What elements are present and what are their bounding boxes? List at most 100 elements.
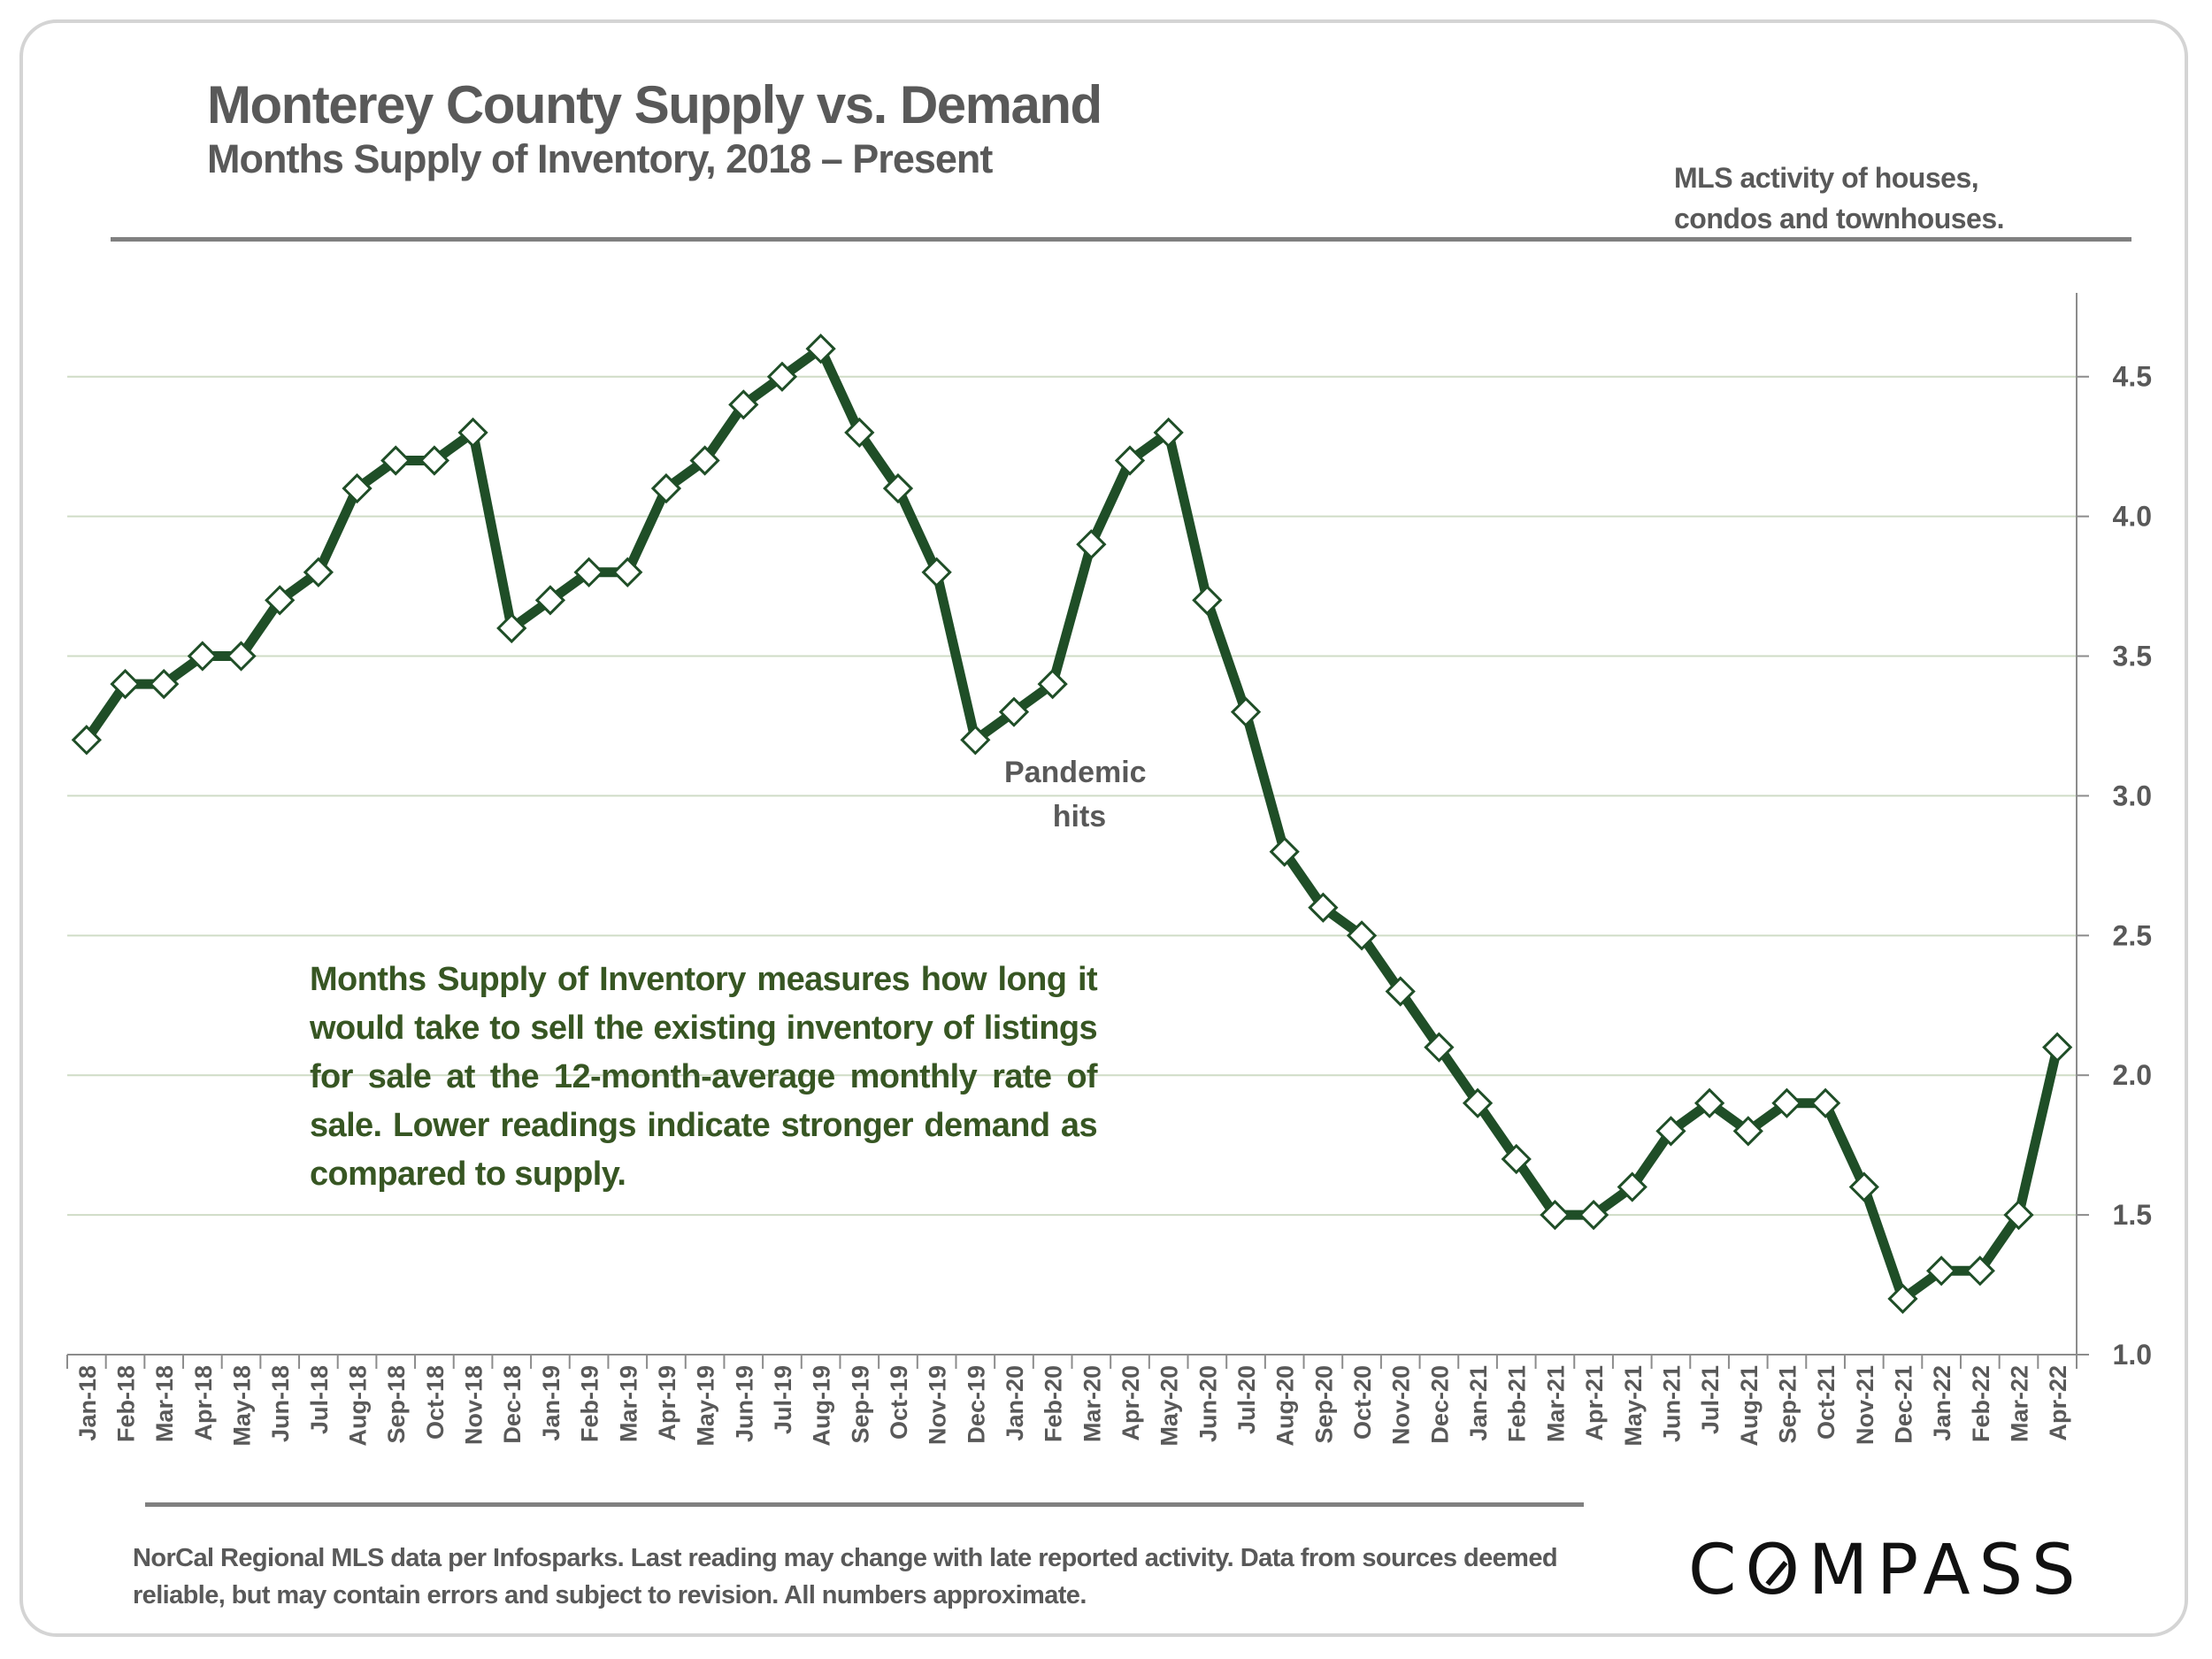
data-point-marker: [844, 417, 875, 449]
data-point-marker: [1694, 1087, 1725, 1118]
data-point-marker: [1655, 1116, 1686, 1147]
data-point-marker: [882, 472, 914, 504]
y-tick-label: 3.0: [2113, 780, 2152, 811]
pandemic-annotation: Pandemic hits: [1004, 756, 1155, 833]
chart-frame: [19, 19, 2188, 1637]
data-point-marker: [1230, 696, 1262, 727]
x-tick-label: Jul-18: [306, 1365, 333, 1434]
logo-letters-mpass: MPASS: [1808, 1531, 2085, 1610]
data-point-marker: [1810, 1087, 1841, 1118]
x-tick-label: Apr-22: [2045, 1365, 2071, 1441]
data-markers: [71, 334, 2073, 1314]
data-point-marker: [1424, 1032, 1455, 1063]
data-point-marker: [265, 585, 296, 616]
series-line: [82, 343, 2062, 1304]
y-tick-label: 4.5: [2113, 361, 2152, 393]
footer-divider: [145, 1502, 1584, 1507]
x-axis-tick-labels: Jan-18 Feb-18 Mar-18 Apr-18 May-18 Jun-18 Jul-…: [74, 1365, 2071, 1447]
x-tick-label: Mar-21: [1542, 1365, 1569, 1442]
data-point-marker: [1385, 976, 1416, 1007]
data-point-marker: [2003, 1199, 2034, 1231]
data-point-marker: [728, 389, 759, 420]
x-tick-label: Sep-18: [383, 1365, 410, 1444]
x-tick-label: Sep-21: [1774, 1365, 1801, 1444]
y-tick-label: 2.5: [2113, 919, 2152, 951]
data-point-marker: [1076, 529, 1107, 560]
data-point-marker: [71, 725, 102, 756]
x-tick-label: Dec-20: [1426, 1365, 1453, 1444]
x-tick-label: Dec-21: [1890, 1365, 1916, 1444]
data-point-marker: [1269, 836, 1300, 867]
x-tick-label: Jul-19: [770, 1365, 796, 1434]
compass-logo: COMPASS: [1688, 1531, 2085, 1610]
x-tick-label: Aug-20: [1272, 1365, 1299, 1447]
x-tick-label: Feb-21: [1504, 1365, 1531, 1442]
x-tick-label: Sep-20: [1310, 1365, 1337, 1444]
data-point-marker: [612, 557, 643, 588]
data-point-marker: [534, 585, 566, 616]
data-point-marker: [342, 472, 373, 504]
x-tick-label: Jun-19: [731, 1365, 757, 1442]
series-months-supply: [82, 343, 2062, 1304]
data-point-marker: [1887, 1283, 1918, 1314]
data-point-marker: [2042, 1032, 2073, 1063]
mls-note-line-2: condos and townhouses.: [1674, 203, 2005, 234]
data-point-marker: [1926, 1256, 1957, 1286]
x-tick-label: Feb-19: [577, 1365, 603, 1442]
x-tick-label: Jan-18: [74, 1365, 101, 1441]
source-footnote: NorCal Regional MLS data per Infosparks.…: [133, 1544, 1558, 1609]
data-point-marker: [149, 668, 180, 700]
x-tick-label: May-19: [693, 1365, 719, 1447]
x-tick-label: Jul-21: [1697, 1365, 1724, 1434]
x-tick-label: Jun-20: [1194, 1365, 1221, 1442]
x-tick-label: Nov-19: [925, 1365, 951, 1445]
x-tick-label: Aug-18: [345, 1365, 372, 1447]
x-tick-label: Mar-22: [2006, 1365, 2032, 1442]
y-tick-label: 3.5: [2113, 641, 2152, 672]
x-tick-label: Apr-21: [1581, 1365, 1608, 1441]
data-point-marker: [1346, 920, 1378, 951]
x-tick-label: May-20: [1156, 1365, 1183, 1447]
x-tick-label: Apr-20: [1118, 1365, 1144, 1441]
data-point-marker: [689, 445, 720, 476]
y-axis-tick-labels: 1.0 1.5 2.0 2.5 3.0 3.5 4.0 4.5: [2113, 361, 2152, 1371]
data-point-marker: [496, 612, 527, 644]
gridlines: [67, 375, 2077, 1217]
x-tick-label: Mar-18: [151, 1365, 178, 1442]
x-tick-label: Jan-20: [1002, 1365, 1028, 1441]
x-tick-label: Oct-20: [1349, 1365, 1376, 1440]
data-point-marker: [187, 641, 218, 672]
data-point-marker: [1153, 417, 1184, 449]
data-point-marker: [1192, 585, 1223, 616]
x-tick-label: Sep-19: [847, 1365, 873, 1444]
data-point-marker: [1848, 1171, 1879, 1202]
data-point-marker: [650, 472, 682, 504]
data-point-marker: [573, 557, 604, 588]
x-tick-label: Feb-20: [1041, 1365, 1067, 1442]
x-tick-label: Jun-18: [267, 1365, 294, 1442]
data-point-marker: [1501, 1143, 1532, 1175]
x-tick-label: Dec-19: [963, 1365, 989, 1444]
y-tick-label: 1.5: [2113, 1199, 2152, 1231]
data-point-marker: [226, 641, 257, 672]
data-point-marker: [110, 668, 141, 700]
data-point-marker: [303, 557, 334, 588]
x-tick-label: Oct-18: [422, 1365, 449, 1440]
data-point-marker: [1964, 1256, 1995, 1286]
data-point-marker: [1771, 1087, 1802, 1118]
data-point-marker: [921, 557, 952, 588]
mls-activity-note: MLS activity of houses, condos and townh…: [1674, 157, 2005, 239]
x-tick-label: Apr-18: [190, 1365, 217, 1441]
x-tick-label: Jan-19: [538, 1365, 565, 1441]
logo-slash-mark: [1765, 1561, 1788, 1586]
data-point-marker: [419, 445, 450, 476]
x-tick-label: Mar-19: [615, 1365, 641, 1442]
header-divider: [111, 237, 2131, 242]
mls-note-line-1: MLS activity of houses,: [1674, 162, 1979, 194]
x-tick-label: Jan-22: [1929, 1365, 1955, 1441]
data-point-marker: [998, 696, 1030, 727]
data-point-marker: [380, 445, 411, 476]
logo-letter-c: C: [1688, 1531, 1746, 1610]
explainer-text: Months Supply of Inventory measures how …: [310, 961, 1098, 1193]
